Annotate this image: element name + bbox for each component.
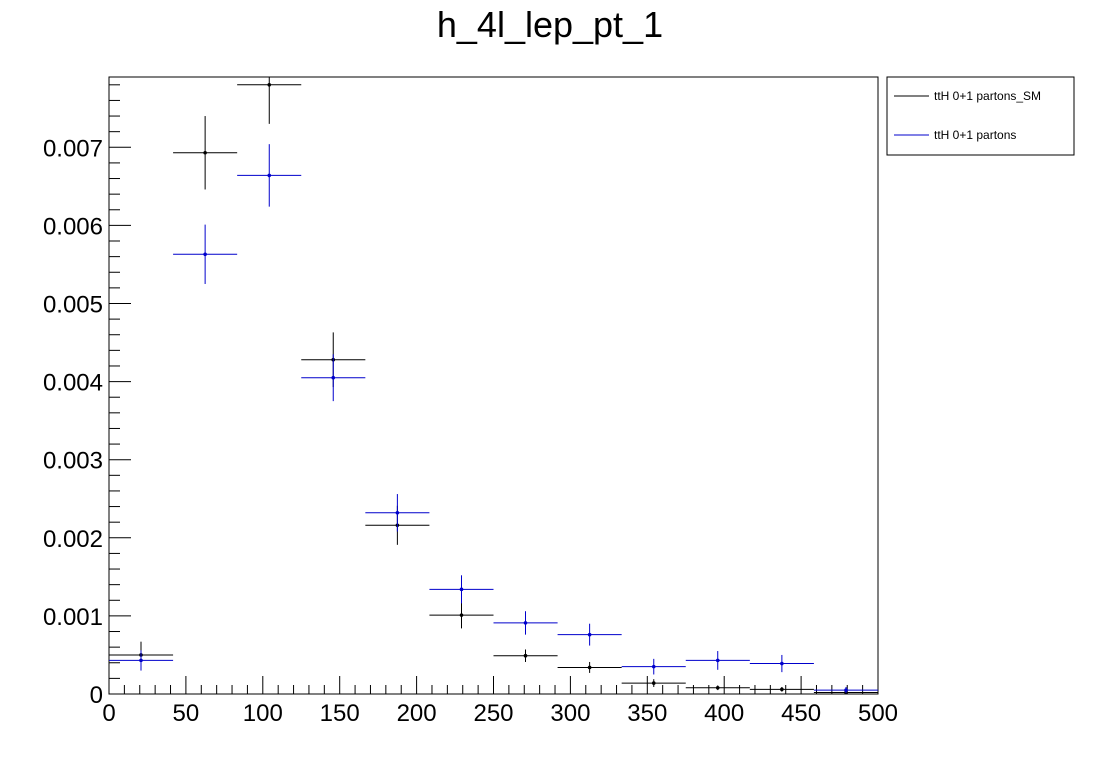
data-point bbox=[395, 511, 400, 515]
plot-frame bbox=[108, 76, 879, 695]
data-point bbox=[651, 664, 656, 669]
chart-title: h_4l_lep_pt_1 bbox=[437, 4, 663, 45]
data-point bbox=[523, 621, 528, 625]
y-tick-label: 0.004 bbox=[43, 370, 103, 397]
x-tick-label: 450 bbox=[781, 700, 821, 727]
y-tick-label: 0 bbox=[90, 682, 103, 709]
data-point bbox=[139, 658, 143, 663]
data-point bbox=[587, 665, 592, 670]
x-tick-label: 250 bbox=[473, 700, 513, 727]
series-layer bbox=[109, 77, 878, 695]
data-point bbox=[267, 83, 272, 87]
y-tick-label: 0.006 bbox=[43, 213, 103, 240]
data-point bbox=[331, 375, 336, 380]
data-point bbox=[203, 252, 207, 257]
data-point bbox=[523, 653, 528, 658]
series-1 bbox=[109, 77, 878, 695]
x-tick-label: 0 bbox=[102, 700, 115, 727]
y-tick-label: 0.007 bbox=[43, 135, 103, 162]
data-point bbox=[203, 150, 207, 155]
x-axis-tick-labels: 0 50 100 150 200 250 300 350 400 450 500 bbox=[102, 700, 898, 727]
x-tick-label: 300 bbox=[550, 700, 590, 727]
x-tick-label: 400 bbox=[704, 700, 744, 727]
x-tick-label: 50 bbox=[173, 700, 200, 727]
data-point bbox=[587, 632, 592, 637]
series-2 bbox=[109, 144, 878, 694]
data-point bbox=[715, 685, 720, 690]
data-point bbox=[780, 687, 784, 692]
y-tick-label: 0.001 bbox=[43, 604, 103, 631]
data-point bbox=[459, 613, 464, 617]
legend: ttH 0+1 partons_SM ttH 0+1 partons bbox=[886, 76, 1075, 156]
legend-box bbox=[886, 76, 1075, 156]
data-point bbox=[651, 681, 656, 685]
data-point bbox=[844, 688, 848, 692]
data-point bbox=[267, 173, 272, 178]
x-tick-label: 100 bbox=[243, 700, 283, 727]
y-tick-label: 0.005 bbox=[43, 291, 103, 318]
y-tick-label: 0.003 bbox=[43, 448, 103, 475]
data-point bbox=[780, 661, 784, 666]
x-tick-label: 500 bbox=[858, 700, 898, 727]
legend-label-series-2: ttH 0+1 partons bbox=[934, 128, 1016, 142]
y-axis-ticks bbox=[109, 84, 131, 695]
x-tick-label: 350 bbox=[627, 700, 667, 727]
data-point bbox=[715, 658, 720, 663]
x-tick-label: 200 bbox=[397, 700, 437, 727]
data-point bbox=[459, 587, 464, 592]
legend-label-series-1: ttH 0+1 partons_SM bbox=[934, 89, 1041, 103]
y-tick-label: 0.002 bbox=[43, 526, 103, 553]
x-axis-ticks bbox=[108, 676, 879, 694]
y-axis-tick-labels: 0 0.001 0.002 0.003 0.004 0.005 0.006 0.007 bbox=[43, 135, 103, 709]
x-tick-label: 150 bbox=[320, 700, 360, 727]
